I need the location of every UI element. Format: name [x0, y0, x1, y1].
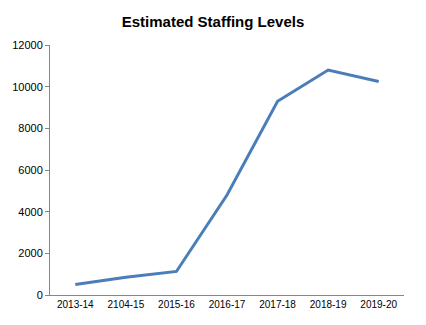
svg-text:10000: 10000 — [12, 81, 43, 93]
svg-text:2019-20: 2019-20 — [360, 299, 397, 310]
svg-text:2104-15: 2104-15 — [108, 299, 145, 310]
svg-text:6000: 6000 — [18, 164, 42, 176]
svg-text:2015-16: 2015-16 — [158, 299, 195, 310]
svg-text:4000: 4000 — [18, 206, 42, 218]
svg-text:2013-14: 2013-14 — [57, 299, 94, 310]
svg-text:2000: 2000 — [18, 247, 42, 259]
svg-text:8000: 8000 — [18, 122, 42, 134]
svg-text:2016-17: 2016-17 — [209, 299, 246, 310]
svg-text:12000: 12000 — [12, 39, 43, 51]
svg-text:2018-19: 2018-19 — [310, 299, 347, 310]
svg-text:0: 0 — [37, 289, 43, 301]
svg-text:2017-18: 2017-18 — [259, 299, 296, 310]
svg-text:Estimated Staffing Levels: Estimated Staffing Levels — [122, 13, 305, 30]
